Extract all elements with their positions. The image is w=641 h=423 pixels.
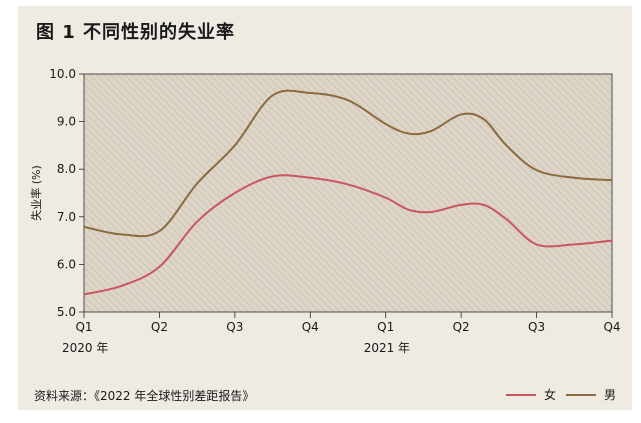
series-group	[83, 89, 613, 296]
source-note: 资料来源：《2022 年全球性别差距报告》	[34, 389, 255, 403]
legend-swatch-female	[506, 393, 536, 396]
x-tick-label: Q2	[151, 320, 168, 334]
x-tick-label: Q2	[453, 320, 470, 334]
y-tick-label: 9.0	[57, 115, 76, 129]
x-tick-label: Q4	[603, 320, 620, 334]
y-tick-label: 10.0	[49, 67, 76, 81]
x-tick-label: Q1	[377, 320, 394, 334]
x-tick-label: Q4	[302, 320, 319, 334]
legend-swatch-male	[566, 393, 596, 396]
legend-label-female: 女	[544, 388, 557, 402]
x-tick-label: Q3	[528, 320, 545, 334]
x-tick-label: Q1	[75, 320, 92, 334]
plot-area	[83, 73, 613, 313]
series-line-male	[83, 89, 613, 238]
chart-title: 图 1 不同性别的失业率	[36, 22, 236, 43]
series-line-female	[83, 174, 613, 296]
y-tick-label: 7.0	[57, 210, 76, 224]
legend-entry-female: 女	[506, 386, 556, 403]
y-tick-label: 8.0	[57, 162, 76, 176]
y-tick-label: 6.0	[57, 257, 76, 271]
legend-label-male: 男	[604, 388, 617, 402]
y-axis-label: 失业率 (%)	[29, 165, 43, 221]
x-tick-label: Q3	[226, 320, 243, 334]
legend-entry-male: 男	[566, 386, 616, 403]
year-label: 2021 年	[364, 341, 410, 355]
axes: 5.0 6.0 7.0 8.0 9.0 10.0 失业率 (%) Q1 Q2 Q3 Q4 Q1 Q2 Q3…	[29, 67, 621, 355]
y-tick-label: 5.0	[57, 305, 76, 319]
year-label: 2020 年	[62, 341, 108, 355]
